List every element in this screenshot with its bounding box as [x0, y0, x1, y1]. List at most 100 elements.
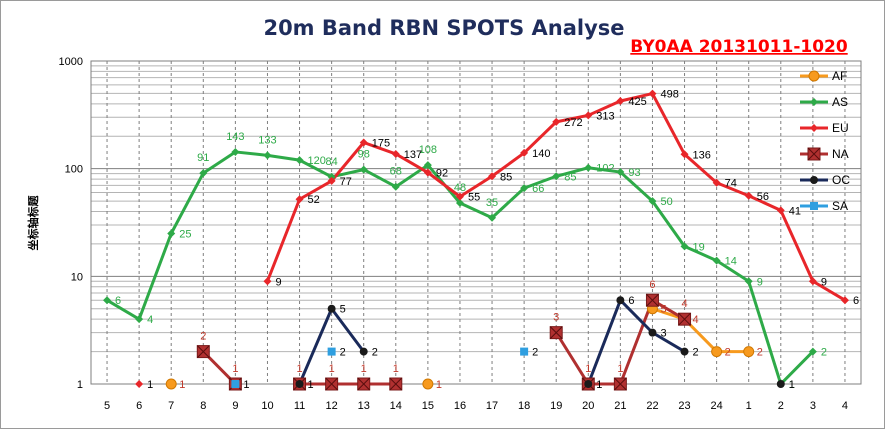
data-label: 9 — [757, 276, 763, 288]
x-tick-label: 16 — [454, 400, 466, 412]
data-point — [357, 377, 371, 391]
data-label: 2 — [372, 347, 378, 359]
data-point — [520, 347, 529, 356]
data-point — [744, 191, 753, 200]
data-label: 1 — [361, 363, 367, 375]
data-point — [711, 346, 723, 358]
data-point — [584, 163, 593, 172]
data-point — [808, 347, 817, 356]
legend-label: SA — [832, 199, 848, 213]
data-label: 1 — [596, 379, 602, 391]
data-point — [616, 296, 625, 305]
data-point — [327, 176, 336, 185]
data-label: 1 — [329, 363, 335, 375]
data-label: 50 — [660, 196, 672, 208]
data-label: 1 — [789, 379, 795, 391]
data-label: 120 — [308, 155, 326, 167]
marker-cross — [807, 147, 821, 161]
data-label: 2 — [200, 331, 206, 343]
y-axis: 1 10 100 1000 — [59, 56, 83, 391]
data-point — [584, 380, 593, 388]
data-point — [231, 380, 240, 388]
x-tick-label: 5 — [104, 400, 110, 412]
data-label: 2 — [821, 347, 827, 359]
data-label: 1 — [585, 363, 591, 375]
data-label: 1 — [617, 363, 623, 375]
y-axis-label: 坐标轴标题 — [26, 195, 40, 251]
data-point — [295, 380, 304, 388]
legend-marker — [810, 176, 818, 184]
chart-title: 20m Band RBN SPOTS Analyse — [263, 16, 624, 40]
data-point — [327, 172, 336, 181]
data-point — [808, 277, 817, 286]
data-label: 2 — [757, 347, 763, 359]
data-point — [391, 149, 400, 158]
data-label: 1 — [296, 363, 302, 375]
data-point — [423, 161, 432, 170]
data-point — [135, 315, 144, 324]
data-label: 1 — [243, 379, 249, 391]
data-label: 1 — [147, 379, 153, 391]
series-markers — [103, 89, 849, 391]
x-tick-label: 6 — [136, 400, 142, 412]
data-point — [520, 148, 529, 157]
marker-cross — [389, 377, 403, 391]
data-point — [135, 380, 144, 388]
legend-marker — [807, 147, 821, 161]
data-label: 41 — [789, 205, 801, 217]
data-point — [167, 229, 176, 238]
data-label: 25 — [179, 228, 191, 240]
chart-grid — [91, 61, 861, 385]
data-point — [165, 378, 177, 390]
series-lines — [106, 92, 846, 386]
data-point — [678, 312, 692, 326]
data-label: 4 — [693, 314, 699, 326]
data-label: 56 — [757, 191, 769, 203]
x-tick-label: 4 — [842, 400, 848, 412]
data-point — [776, 206, 785, 215]
marker-cross — [678, 312, 691, 326]
data-label: 2 — [693, 347, 699, 359]
data-point — [648, 89, 657, 98]
data-point — [231, 147, 240, 156]
legend-label: AF — [832, 69, 847, 83]
marker-cross — [646, 293, 659, 307]
data-label: 102 — [596, 163, 614, 175]
data-point — [648, 328, 657, 337]
data-point — [552, 117, 561, 126]
data-label: 2 — [340, 347, 346, 359]
y-tick-label: 1000 — [59, 56, 83, 68]
marker-cross — [549, 326, 563, 339]
data-point — [325, 377, 339, 391]
x-tick-label: 1 — [746, 400, 752, 412]
data-label: 4 — [147, 314, 153, 326]
data-label: 143 — [226, 131, 244, 143]
y-tick-label: 10 — [71, 271, 83, 283]
data-label: 108 — [419, 144, 437, 156]
data-label: 1 — [436, 379, 442, 391]
data-label: 6 — [649, 279, 655, 291]
data-point — [552, 172, 561, 181]
x-tick-label: 15 — [422, 400, 434, 412]
x-tick-label: 3 — [810, 400, 816, 412]
data-label: 98 — [358, 149, 370, 161]
data-point — [103, 296, 112, 305]
data-label: 93 — [628, 167, 640, 179]
data-point — [712, 256, 721, 265]
data-point — [744, 277, 753, 286]
data-point — [295, 195, 304, 204]
x-tick-label: 18 — [518, 400, 530, 412]
data-label: 1 — [789, 379, 795, 391]
data-label: 84 — [326, 156, 338, 168]
data-point — [389, 377, 403, 391]
data-label: 3 — [553, 312, 559, 324]
data-point — [712, 178, 721, 187]
data-label: 5 — [660, 304, 666, 316]
data-point — [520, 184, 529, 193]
x-tick-label: 9 — [232, 400, 238, 412]
marker-cross — [614, 377, 627, 391]
data-point — [423, 168, 432, 177]
legend: AF AS EU NA OC SA — [800, 69, 850, 213]
x-tick-label: 23 — [678, 400, 690, 412]
